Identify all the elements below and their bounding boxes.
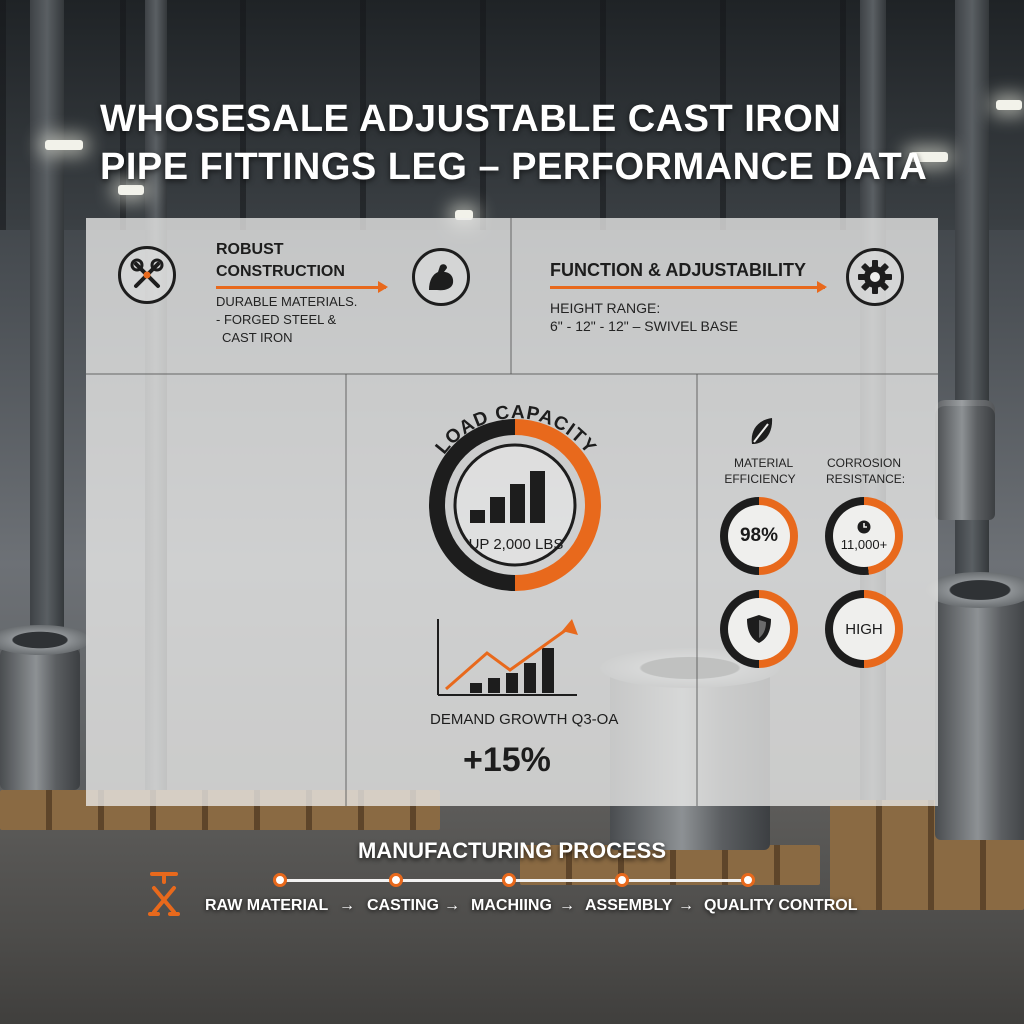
load-capacity-gauge: LOAD CAPACITY	[429, 402, 601, 591]
load-capacity-value: UP 2,000 LBS	[468, 536, 564, 553]
function-detail-line-1: HEIGHT RANGE:	[550, 300, 661, 316]
gear-icon	[846, 248, 904, 306]
process-arrow-icon: →	[559, 897, 575, 914]
material-efficiency-value: 98%	[739, 525, 779, 546]
wood-pallet	[520, 845, 820, 885]
corrosion-resistance-label-line-2: RESISTANCE:	[826, 472, 906, 486]
process-step-marker	[389, 873, 403, 887]
process-step-assembly: ASSEMBLY	[585, 897, 673, 914]
cast-iron-leg	[0, 640, 80, 790]
construction-detail-line-3: CAST IRON	[222, 330, 293, 345]
tools-icon	[118, 246, 176, 304]
ceiling-lamp	[996, 100, 1022, 110]
process-step-marker	[741, 873, 755, 887]
load-bar	[470, 510, 485, 523]
process-arrow-icon: →	[678, 897, 694, 914]
process-step-quality-control: QUALITY CONTROL	[704, 897, 858, 914]
demand-bar	[524, 663, 536, 693]
panel-divider	[696, 374, 698, 806]
cast-iron-flange	[0, 625, 90, 655]
clock-icon	[857, 520, 871, 534]
corrosion-resistance-value: 11,000+	[840, 537, 888, 552]
process-step-raw-material: RAW MATERIAL	[205, 897, 329, 914]
construction-detail-line-1: DURABLE MATERIALS.	[216, 294, 358, 309]
ceiling-lamp	[910, 152, 948, 162]
demand-growth-label: DEMAND GROWTH Q3-OA	[430, 711, 619, 728]
demand-growth-value: +15%	[463, 741, 551, 779]
gauge-ring-orange	[514, 419, 601, 591]
durability-ring	[720, 590, 798, 668]
corrosion-resistance-ring: 11,000+	[825, 497, 903, 575]
rating-ring: HIGH	[825, 590, 903, 668]
process-arrow-icon: →	[444, 897, 460, 914]
flexed-arm-icon	[412, 248, 470, 306]
bar-chart-icon	[470, 471, 545, 523]
material-efficiency-label-line-2: EFFICIENCY	[724, 472, 796, 486]
construction-detail-line-2: - FORGED STEEL &	[216, 312, 337, 327]
process-step-machining: MACHIING	[471, 897, 552, 914]
factory-roof	[0, 0, 1024, 230]
process-step-marker	[615, 873, 629, 887]
demand-bar	[506, 673, 518, 693]
process-step-marker	[502, 873, 516, 887]
cast-iron-leg	[935, 590, 1024, 840]
rating-value: HIGH	[845, 620, 883, 638]
gauge-ring-dark	[429, 419, 516, 591]
clamp-tool-icon	[148, 872, 180, 916]
cast-iron-leg	[935, 400, 995, 520]
cast-iron-flange	[925, 572, 1024, 608]
process-step-casting: CASTING	[367, 897, 439, 914]
demand-bar	[470, 683, 482, 693]
load-bar	[510, 484, 525, 523]
page-title-line-1: WHOSESALE ADJUSTABLE CAST IRON	[100, 98, 842, 140]
panel-divider	[86, 373, 938, 375]
demand-bar	[542, 648, 554, 693]
material-efficiency-label-line-1: MATERIAL	[734, 456, 794, 470]
corrosion-resistance-label-line-1: CORROSION	[826, 456, 901, 470]
load-bar	[490, 497, 505, 523]
construction-title-line-2: CONSTRUCTION	[216, 263, 345, 280]
panel-divider	[345, 374, 347, 806]
ceiling-lamp	[118, 185, 144, 195]
trend-up-chart-icon	[437, 619, 578, 696]
leaf-icon	[751, 418, 773, 444]
process-title: MANUFACTURING PROCESS	[357, 838, 666, 863]
panel-divider	[510, 218, 512, 374]
load-bar	[530, 471, 545, 523]
function-title: FUNCTION & ADJUSTABILITY	[550, 260, 806, 280]
ceiling-lamp	[45, 140, 83, 150]
material-efficiency-ring: 98%	[720, 497, 798, 575]
construction-title-line-1: ROBUST	[216, 241, 284, 258]
function-arrow	[550, 281, 827, 293]
process-step-marker	[273, 873, 287, 887]
page-title-line-2: PIPE FITTINGS LEG – PERFORMANCE DATA	[100, 146, 928, 188]
demand-bar	[488, 678, 500, 693]
construction-arrow	[216, 281, 388, 293]
shield-icon	[747, 615, 771, 643]
ceiling-lamp	[455, 210, 473, 220]
function-detail-line-2: 6" - 12" - 12" – SWIVEL BASE	[550, 318, 738, 334]
process-arrow-icon: →	[339, 897, 355, 914]
